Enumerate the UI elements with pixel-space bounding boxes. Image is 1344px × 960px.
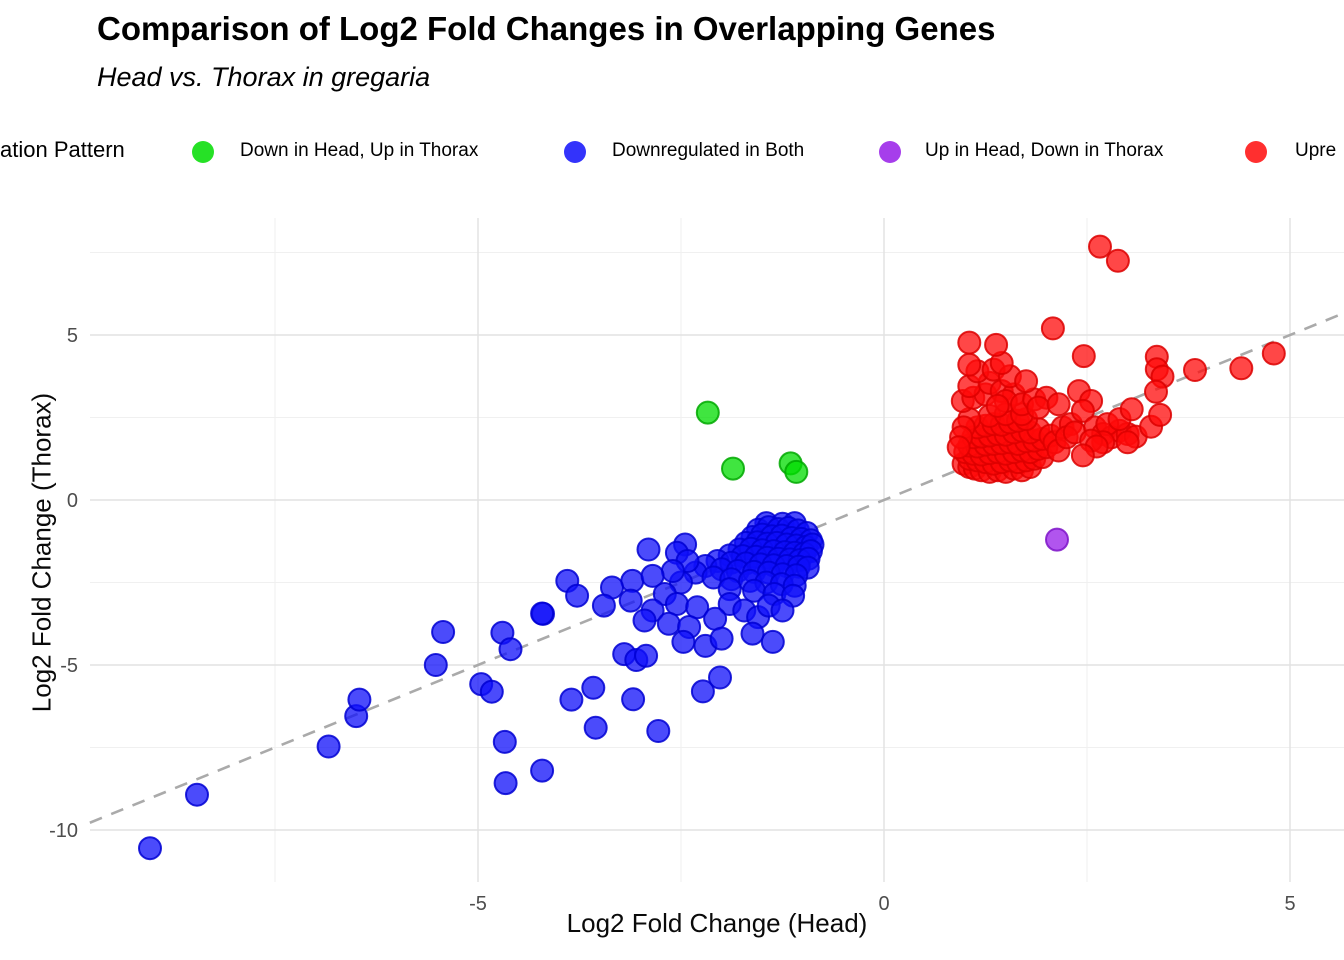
x-tick-label: -5 (469, 893, 487, 915)
point (493, 771, 518, 796)
point (347, 687, 372, 712)
point (479, 679, 504, 704)
x-tick-label: 0 (878, 893, 889, 915)
y-axis-title: Log2 Fold Change (Thorax) (26, 392, 57, 713)
point (695, 400, 720, 425)
point (581, 675, 606, 700)
point (1026, 395, 1051, 420)
tick-labels: -5 0 5 5 0 -5 -10 (49, 325, 1295, 915)
legend-dot-icon (879, 141, 901, 163)
chart-title: Comparison of Log2 Fold Changes in Overl… (97, 10, 996, 47)
point (957, 330, 982, 355)
chart-subtitle: Head vs. Thorax in gregaria (97, 62, 431, 92)
point (721, 456, 745, 481)
series-3-points (946, 234, 1286, 484)
series-0-points (695, 400, 809, 484)
point (984, 332, 1009, 357)
point (1144, 379, 1168, 404)
point (646, 719, 671, 743)
point (708, 665, 732, 690)
point (760, 629, 785, 654)
legend-dot-icon (1245, 141, 1267, 163)
point (1046, 392, 1071, 417)
y-tick-label: -10 (49, 820, 78, 842)
point (621, 687, 646, 712)
point (423, 653, 448, 677)
legend-title: ation Pattern (0, 137, 125, 162)
point (498, 637, 523, 662)
point (946, 435, 971, 460)
point (618, 588, 643, 613)
legend-dot-icon (564, 141, 586, 163)
y-tick-label: 5 (67, 325, 78, 347)
point (664, 592, 689, 616)
point (709, 626, 734, 651)
legend-dot-icon (192, 141, 214, 163)
point (583, 715, 608, 740)
point (1229, 356, 1254, 381)
legend-item-label: Down in Head, Up in Thorax (240, 140, 479, 161)
point (634, 643, 659, 668)
point (1070, 398, 1095, 423)
point (1070, 443, 1095, 468)
point (492, 729, 517, 754)
y-tick-label: 0 (67, 490, 78, 512)
point (1148, 402, 1173, 427)
point (620, 568, 645, 593)
point (1040, 316, 1065, 341)
point (530, 601, 555, 626)
point (1105, 248, 1130, 273)
point (138, 836, 162, 861)
point (565, 583, 590, 608)
point (636, 537, 661, 562)
legend: ation Pattern Down in Head, Up in Thorax… (0, 128, 1344, 178)
point (185, 782, 209, 807)
point (660, 559, 685, 583)
point (703, 606, 728, 631)
x-axis-title: Log2 Fold Change (Head) (566, 908, 868, 938)
point (530, 758, 555, 783)
point (591, 593, 616, 618)
point (1014, 369, 1039, 394)
point (1115, 430, 1140, 455)
y-tick-label: -5 (60, 655, 78, 677)
point (431, 620, 456, 644)
point (632, 608, 657, 633)
point (656, 611, 681, 636)
point (1071, 344, 1096, 369)
legend-item-label: Upre (1295, 140, 1337, 161)
point (1183, 358, 1207, 382)
point (1119, 397, 1144, 422)
point (957, 352, 982, 377)
point (985, 393, 1010, 418)
series-1-points (138, 511, 825, 861)
point (1045, 527, 1069, 552)
point (770, 598, 795, 623)
point (1261, 341, 1286, 366)
point (1088, 234, 1112, 259)
point (740, 621, 765, 646)
x-tick-label: 5 (1284, 893, 1295, 915)
legend-item-label: Up in Head, Down in Thorax (925, 140, 1164, 161)
legend-item-label: Downregulated in Both (612, 140, 805, 161)
point (640, 563, 665, 588)
point (316, 734, 341, 759)
point (559, 687, 584, 712)
point (671, 629, 696, 654)
point (784, 459, 809, 484)
point (690, 679, 715, 704)
series-2-points (1045, 527, 1069, 552)
